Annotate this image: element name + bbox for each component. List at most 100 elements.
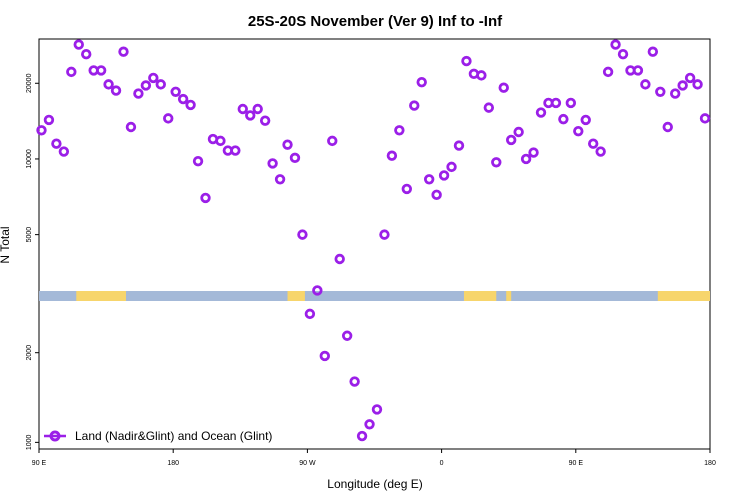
legend: Land (Nadir&Glint) and Ocean (Glint) [44,429,272,443]
data-point [237,103,248,115]
data-point [81,49,92,60]
data-point [110,85,122,96]
x-tick-label: 180 [167,460,179,467]
data-point [66,66,77,78]
data-point [289,152,301,164]
data-point [595,146,606,157]
data-point [36,125,47,136]
data-point [416,76,427,88]
data-point [409,100,420,111]
y-axis: 5000 10000 20000 1000 2000 [26,73,39,450]
data-point [602,66,614,78]
data-point [155,79,166,90]
data-point [401,183,413,195]
y-tick-label: 2000 [26,345,33,361]
land-band [657,291,710,301]
data-point [640,79,651,90]
land-band [506,291,512,301]
data-point [610,39,621,50]
y-tick-label: 5000 [26,227,33,243]
data-point [431,189,442,201]
data-point [327,135,338,147]
legend-label: Land (Nadir&Glint) and Ocean (Glint) [75,429,272,443]
data-point [356,430,368,442]
data-point [647,46,659,57]
data-point [170,86,181,97]
chart-title: 25S-20S November (Ver 9) Inf to -Inf [248,13,503,30]
data-point [118,46,129,57]
data-point [550,97,562,109]
data-point [498,82,509,93]
land-band [463,291,497,301]
data-point [192,155,204,167]
data-point [282,139,293,150]
data-point [617,49,629,60]
land-ocean-mask-strip [39,291,710,301]
land-band [287,291,305,301]
data-point [200,192,211,204]
x-axis-label: Longitude (deg E) [327,477,422,491]
data-point [304,308,316,320]
data-point [684,72,696,84]
data-point [476,70,487,81]
data-point [453,140,465,151]
data-point [51,138,62,149]
data-point [558,113,569,125]
land-band [76,291,126,301]
data-point [297,229,308,240]
data-point [677,80,688,91]
data-point [163,113,174,124]
data-point [699,113,711,124]
x-tick-label: 180 [704,460,716,467]
x-axis: 90 E 180 90 W 0 90 E 180 [32,449,716,467]
data-point [319,350,330,362]
data-point [587,138,599,149]
data-point [528,147,539,158]
data-point [423,174,435,185]
data-point [670,88,681,99]
data-point [520,153,532,165]
data-point [446,161,457,173]
x-tick-label: 90 W [299,460,316,467]
data-point [491,157,502,168]
data-point [215,135,226,147]
x-tick-label: 90 E [32,460,47,467]
data-point [580,114,591,126]
data-point [245,110,256,121]
data-point [632,65,644,76]
data-point [379,229,390,240]
data-point [394,125,405,136]
data-point [662,121,673,133]
data-point [274,174,286,185]
data-point [133,88,144,99]
y-tick-label: 10000 [26,149,33,169]
data-point [58,146,70,157]
data-point [364,419,375,430]
legend-marker [49,430,61,442]
data-point [535,107,547,118]
data-point [349,376,360,387]
data-point [43,114,55,126]
data-point [334,253,345,265]
data-point [230,145,241,156]
data-point [103,79,114,90]
data-point [252,103,263,115]
data-point [565,97,577,109]
data-point [461,55,472,67]
data-point [73,39,84,50]
data-point [259,115,271,126]
plot-frame [38,38,711,450]
data-point [386,150,398,161]
data-point [148,72,159,84]
data-point [140,80,152,91]
data-point [655,86,666,97]
y-tick-label: 1000 [26,434,33,450]
data-point [513,126,524,138]
data-point [505,134,517,146]
data-point [573,125,584,137]
y-tick-label: 20000 [26,73,33,93]
data-point [371,404,383,415]
data-point [95,65,107,76]
ocean-band [39,291,710,301]
data-point [312,285,323,296]
